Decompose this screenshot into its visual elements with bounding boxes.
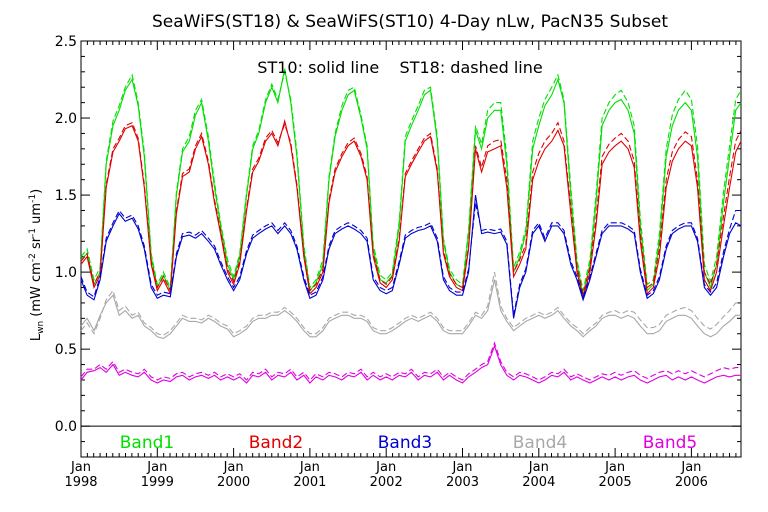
x-tick-year-label: 2003: [446, 475, 479, 490]
y-axis: 0.0 0.5 1.0 1.5 2.0 2.5: [55, 34, 741, 458]
y-tick-label: 0.5: [55, 342, 77, 358]
x-tick-month-label: Jan: [375, 460, 396, 475]
legend-band1: Band1: [120, 433, 174, 453]
chart-title: SeaWiFS(ST18) & SeaWiFS(ST10) 4-Day nLw,…: [152, 12, 668, 32]
band4-st10-solid-line: [80, 279, 741, 339]
band5-st10-solid-line: [80, 344, 741, 384]
band4-st18-dashed-line: [80, 271, 741, 336]
y-tick-label: 1.5: [55, 188, 77, 204]
band5-st18-dashed-line: [80, 341, 741, 381]
x-tick-year-label: 2005: [599, 475, 632, 490]
x-tick-year-label: 2004: [522, 475, 555, 490]
y-tick-label: 0.0: [55, 419, 77, 435]
x-tick-year-label: 1998: [64, 475, 97, 490]
x-tick-year-label: 2000: [217, 475, 250, 490]
y-tick-label: 2.5: [55, 34, 77, 50]
y-tick-label: 2.0: [55, 111, 77, 127]
x-tick-month-label: Jan: [604, 460, 625, 475]
band1-st10-solid-line: [80, 68, 742, 296]
band3-st18-dashed-line: [80, 202, 741, 316]
x-tick-month-label: Jan: [528, 460, 549, 475]
plot-border: [80, 40, 742, 458]
plot-frame: [80, 40, 742, 458]
x-tick-year-label: 2006: [675, 475, 708, 490]
x-tick-month-label: Jan: [680, 460, 701, 475]
legend-band4: Band4: [513, 433, 567, 453]
x-tick-month-label: Jan: [223, 460, 244, 475]
legend: Band1 Band2 Band3 Band4 Band5: [120, 433, 697, 453]
x-tick-month-label: Jan: [146, 460, 167, 475]
legend-band5: Band5: [643, 433, 697, 453]
series-layer: [80, 68, 742, 384]
band3-st10-solid-line: [80, 195, 742, 319]
x-tick-month-label: Jan: [70, 460, 91, 475]
y-tick-label: 1.0: [55, 265, 77, 281]
x-axis: Jan1998Jan1999Jan2000Jan2001Jan2002Jan20…: [64, 41, 737, 490]
band2-st18-dashed-line: [80, 121, 742, 294]
x-tick-month-label: Jan: [299, 460, 320, 475]
y-axis-label: Lwn (mW cm-2 sr-1 um-1): [28, 189, 46, 341]
x-tick-year-label: 1999: [141, 475, 174, 490]
x-tick-year-label: 2002: [370, 475, 403, 490]
legend-band2: Band2: [249, 433, 303, 453]
band2-st10-solid-line: [80, 118, 742, 299]
legend-band3: Band3: [378, 433, 432, 453]
line-style-annotation: ST10: solid line ST18: dashed line: [257, 58, 542, 77]
x-tick-month-label: Jan: [451, 460, 472, 475]
x-tick-year-label: 2001: [293, 475, 326, 490]
